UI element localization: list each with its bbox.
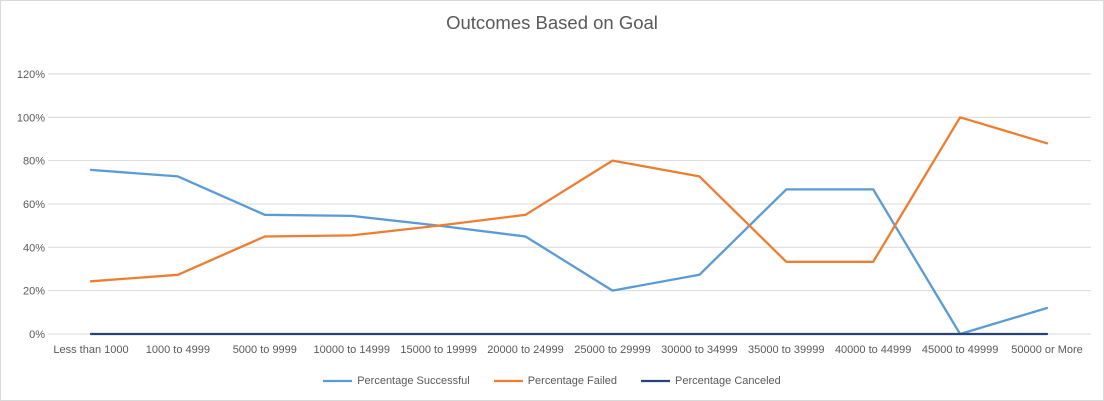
- legend-item-percentage-canceled: Percentage Canceled: [641, 375, 781, 387]
- x-axis-category-label: 40000 to 44999: [835, 344, 911, 356]
- series-line-percentage-failed: [89, 116, 1049, 283]
- x-axis-category-label: 20000 to 24999: [487, 344, 563, 356]
- y-axis-tick-label: 60%: [23, 199, 45, 211]
- y-axis-tick-label: 40%: [23, 242, 45, 254]
- legend-line-marker: [493, 379, 523, 383]
- x-axis-category-label: 35000 to 39999: [748, 344, 824, 356]
- legend-label: Percentage Canceled: [675, 375, 781, 387]
- x-axis-category-label: Less than 1000: [53, 344, 128, 356]
- y-axis-tick-label: 100%: [17, 112, 45, 124]
- legend-item-percentage-failed: Percentage Failed: [493, 375, 617, 387]
- x-axis-category-label: 45000 to 49999: [922, 344, 998, 356]
- x-axis-category-label: 1000 to 4999: [146, 344, 210, 356]
- series-line-percentage-successful: [89, 168, 1049, 336]
- x-axis-category-label: 5000 to 9999: [233, 344, 297, 356]
- chart-legend: Percentage Successful Percentage Failed Pe…: [1, 375, 1103, 387]
- y-axis-tick-label: 20%: [23, 286, 45, 298]
- y-axis-tick-label: 120%: [17, 69, 45, 81]
- chart-title: Outcomes Based on Goal: [446, 12, 658, 33]
- legend-label: Percentage Failed: [527, 375, 617, 387]
- x-axis-category-label: 15000 to 19999: [400, 344, 476, 356]
- x-axis-category-label: 10000 to 14999: [313, 344, 389, 356]
- x-axis-category-label: 50000 or More: [1011, 344, 1083, 356]
- y-axis-tick-label: 80%: [23, 156, 45, 168]
- legend-label: Percentage Successful: [357, 375, 470, 387]
- y-axis-tick-label: 0%: [29, 329, 45, 341]
- x-axis-category-label: 25000 to 29999: [574, 344, 650, 356]
- x-axis-category-label: 30000 to 34999: [661, 344, 737, 356]
- legend-item-percentage-successful: Percentage Successful: [323, 375, 470, 387]
- legend-line-marker: [323, 379, 353, 383]
- legend-line-marker: [641, 379, 670, 383]
